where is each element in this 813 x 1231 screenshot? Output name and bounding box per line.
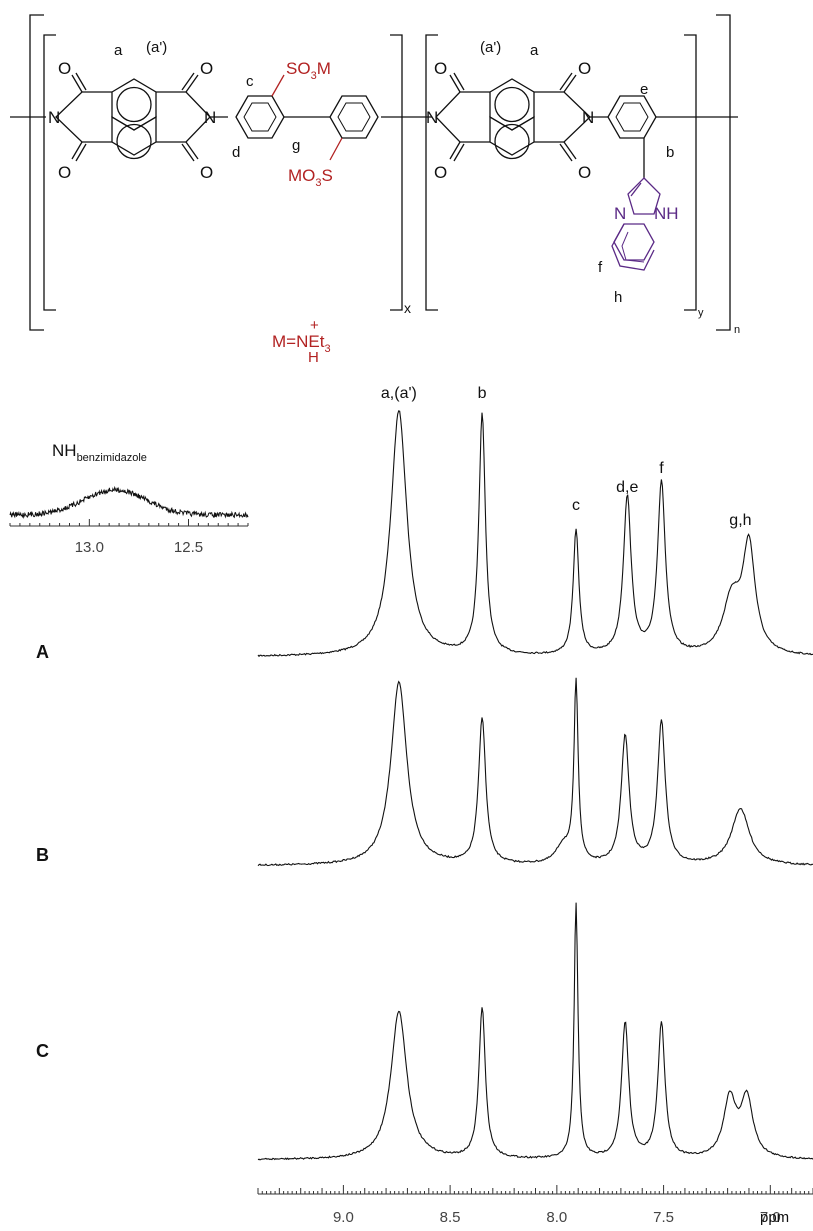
atom-n: N: [204, 108, 216, 127]
bracket-y-left: [425, 34, 438, 311]
atom-o: O: [200, 59, 213, 78]
polymer-structure: [10, 14, 738, 331]
inset-tick-label: 13.0: [75, 539, 104, 556]
proton-label-a-prime: (a'): [480, 39, 501, 56]
proton-label-d: d: [232, 144, 240, 161]
proton-label-f: f: [598, 259, 603, 276]
sulfonate-group-bottom: MO3S: [288, 166, 333, 189]
x-axis-ticks: 9.0 8.5 8.0 7.5 7.0: [257, 1185, 813, 1226]
proton-label-a-prime: (a'): [146, 39, 167, 56]
spectrum-trace: [257, 677, 813, 867]
inset-ticks: 13.0 12.5: [9, 519, 249, 556]
peak-label: b: [478, 385, 487, 402]
counterion: + M=NEt3 H: [272, 317, 331, 366]
peak-label: c: [572, 497, 580, 514]
x-tick-label: 8.5: [440, 1209, 461, 1226]
atom-nh-imidazole: NH: [654, 204, 679, 223]
subscript-x: x: [404, 300, 411, 316]
spectrum-trace: [257, 410, 813, 658]
proton-label-b: b: [666, 144, 674, 161]
series-labels: A B C: [36, 642, 49, 1061]
spectrum-trace: [257, 902, 813, 1161]
atom-n: N: [426, 108, 438, 127]
spectra-traces: [257, 410, 813, 1161]
proton-label-g: g: [292, 137, 300, 154]
x-tick-label: 8.0: [546, 1209, 567, 1226]
atom-o: O: [58, 59, 71, 78]
series-label: B: [36, 845, 49, 865]
atom-o: O: [434, 163, 447, 182]
bracket-x-right: [390, 34, 403, 311]
peak-label: d,e: [616, 479, 638, 496]
bracket-y-right: [684, 34, 697, 311]
atom-o: O: [434, 59, 447, 78]
x-axis-label: ppm: [760, 1209, 789, 1226]
peak-label: g,h: [729, 512, 751, 529]
peak-labels: a,(a') b c d,e f g,h: [381, 385, 752, 529]
biphenyl-unit: [235, 74, 379, 161]
sulfonate-group-top: SO3M: [286, 59, 331, 82]
atom-n: N: [582, 108, 594, 127]
proton-label-c: c: [246, 73, 254, 90]
atom-n-imidazole: N: [614, 204, 626, 223]
atom-n: N: [48, 108, 60, 127]
series-label: A: [36, 642, 49, 662]
subscript-y: y: [698, 307, 704, 319]
proton-label-a: a: [114, 42, 123, 59]
peak-label: f: [659, 460, 664, 477]
benzimidazole-unit: [611, 177, 661, 271]
proton-label-h: h: [614, 289, 622, 306]
counterion-formula: M=NEt3: [272, 332, 331, 355]
nmr-spectra: a,(a') b c d,e f g,h A B C 9.0 8.5 8.0 7.5 7.0 ppm: [36, 385, 813, 1226]
counterion-h: H: [308, 349, 319, 366]
bracket-n-right: [716, 14, 731, 331]
naphthalene-diimide-1: [55, 72, 228, 162]
structure-labels: O N O O N O O N O O N O SO3M MO3S N NH a…: [48, 39, 740, 366]
proton-label-a: a: [530, 42, 539, 59]
bracket-x-left: [43, 34, 56, 311]
atom-o: O: [578, 59, 591, 78]
series-label: C: [36, 1041, 49, 1061]
atom-o: O: [578, 163, 591, 182]
proton-label-e: e: [640, 81, 648, 98]
atom-o: O: [200, 163, 213, 182]
inset-spectrum: NHbenzimidazole 13.0 12.5: [9, 441, 249, 556]
bracket-n-left: [29, 14, 44, 331]
phenylene-unit: [607, 95, 688, 178]
counterion-plus: +: [310, 317, 319, 334]
x-tick-label: 7.0: [760, 1209, 781, 1226]
x-tick-label: 9.0: [333, 1209, 354, 1226]
inset-tick-label: 12.5: [174, 539, 203, 556]
inset-label: NHbenzimidazole: [52, 441, 147, 464]
atom-o: O: [58, 163, 71, 182]
naphthalene-diimide-2: [435, 72, 608, 162]
peak-label: a,(a'): [381, 385, 417, 402]
x-tick-label: 7.5: [653, 1209, 674, 1226]
inset-trace: [9, 485, 249, 520]
subscript-n: n: [734, 324, 740, 336]
